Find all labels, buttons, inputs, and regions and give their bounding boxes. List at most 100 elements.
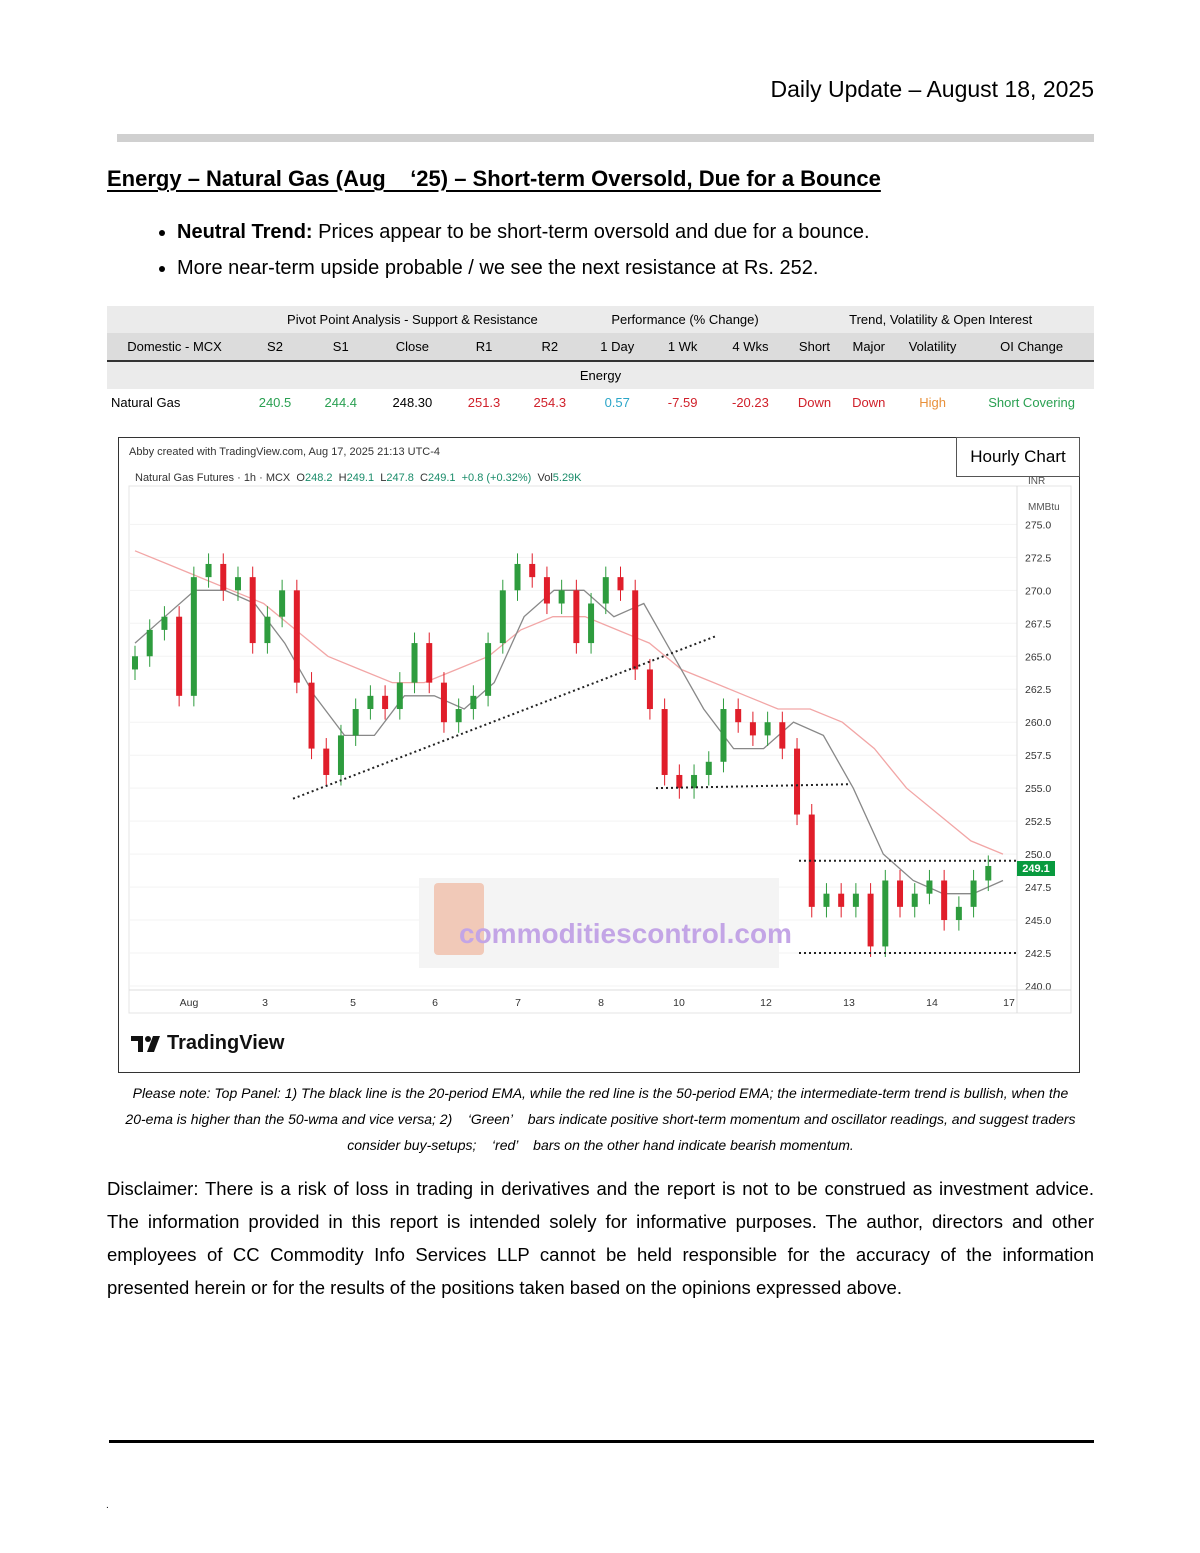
candle-body bbox=[234, 577, 241, 591]
chart-frame: Abby created with TradingView.com, Aug 1… bbox=[118, 437, 1080, 1073]
candle-body bbox=[941, 880, 948, 921]
candle-body bbox=[161, 616, 168, 630]
candle-body bbox=[485, 643, 492, 696]
group-spacer bbox=[107, 306, 243, 333]
report-title: Energy – Natural Gas (Aug ‘25) – Short-t… bbox=[107, 166, 881, 191]
col-header: R1 bbox=[451, 333, 517, 362]
candle-body bbox=[764, 722, 771, 736]
bullet-bold: Neutral Trend: bbox=[177, 221, 313, 243]
x-tick-label: 12 bbox=[760, 997, 772, 1009]
bullet-item: More near-term upside probable / we see … bbox=[177, 256, 1127, 280]
ema50-path bbox=[134, 550, 1004, 855]
support-lines bbox=[292, 635, 1017, 955]
support-line bbox=[655, 783, 852, 790]
candle-body bbox=[808, 814, 815, 907]
y-tick-label: 272.5 bbox=[1025, 552, 1051, 564]
cell-s2: 240.5 bbox=[258, 395, 292, 410]
x-tick-label: 13 bbox=[843, 997, 855, 1009]
cell-r1: 251.3 bbox=[467, 395, 501, 410]
x-tick-label: 10 bbox=[673, 997, 685, 1009]
price-tag-bg bbox=[1017, 861, 1055, 876]
watermark-text: commoditiescontrol.com bbox=[459, 918, 792, 949]
col-header: OI Change bbox=[969, 333, 1094, 362]
section-label: Energy bbox=[107, 361, 1094, 389]
commodity-name: Natural Gas bbox=[111, 395, 181, 410]
candle-body bbox=[646, 669, 653, 710]
legend-change: +0.8 (+0.32%) bbox=[461, 472, 532, 484]
unit-label-mmbtu: MMBtu bbox=[1028, 502, 1060, 513]
bottom-divider bbox=[109, 1440, 1094, 1443]
cell-short: Down bbox=[797, 395, 832, 410]
top-divider bbox=[117, 134, 1094, 142]
candle-body bbox=[455, 709, 462, 723]
col-header: Major bbox=[841, 333, 896, 362]
legend-o-value: 248.2 bbox=[304, 472, 333, 484]
watermark-emblem bbox=[434, 883, 484, 955]
col-header: 1 Day bbox=[582, 333, 652, 362]
legend-o-label: O bbox=[296, 472, 305, 484]
col-header: Volatility bbox=[895, 333, 970, 362]
candle-body bbox=[146, 629, 153, 657]
candle-body bbox=[602, 577, 609, 604]
col-header: 1 Wk bbox=[651, 333, 714, 362]
x-tick-label: 7 bbox=[515, 997, 521, 1009]
x-tick-label: 3 bbox=[262, 997, 268, 1009]
ema50-line bbox=[134, 550, 1004, 855]
tradingview-logo-text: TradingView bbox=[167, 1032, 285, 1054]
candle-body bbox=[543, 577, 550, 604]
x-tick-label: 6 bbox=[432, 997, 438, 1009]
candle-body bbox=[852, 893, 859, 907]
legend-l-label: L bbox=[380, 472, 387, 484]
candle-body bbox=[249, 577, 256, 644]
candles bbox=[132, 553, 992, 957]
candle-body bbox=[632, 590, 639, 670]
group-performance: Performance (% Change) bbox=[582, 306, 788, 333]
candle-body bbox=[279, 590, 286, 617]
legend-h-label: H bbox=[338, 472, 347, 484]
candle-body bbox=[926, 880, 933, 894]
chart-type-label: Hourly Chart bbox=[956, 437, 1080, 477]
legend-l-value: 247.8 bbox=[386, 472, 414, 484]
y-tick-label: 260.0 bbox=[1025, 717, 1051, 729]
candle-body bbox=[337, 735, 344, 775]
ema20-line bbox=[134, 589, 1004, 895]
candle-body bbox=[573, 590, 580, 644]
candle-body bbox=[955, 906, 962, 921]
x-tick-label: 8 bbox=[598, 997, 604, 1009]
candle-body bbox=[176, 616, 183, 696]
candle-body bbox=[661, 709, 668, 775]
pivot-table: Pivot Point Analysis - Support & Resista… bbox=[107, 306, 1094, 416]
candle-body bbox=[352, 709, 359, 736]
y-tick-label: 252.5 bbox=[1025, 816, 1051, 828]
candle-body bbox=[220, 563, 227, 591]
candle-body bbox=[794, 748, 801, 815]
col-header: S2 bbox=[242, 333, 308, 362]
candle-body bbox=[396, 682, 403, 710]
group-trend: Trend, Volatility & Open Interest bbox=[787, 306, 1094, 333]
candle-body bbox=[691, 774, 698, 789]
tradingview-mark-icon bbox=[131, 1035, 160, 1052]
y-tick-label: 250.0 bbox=[1025, 849, 1051, 861]
x-tick-label: 14 bbox=[926, 997, 938, 1009]
x-tick-label: 5 bbox=[350, 997, 356, 1009]
trendline bbox=[292, 635, 716, 800]
y-tick-label: 242.5 bbox=[1025, 948, 1051, 960]
cell-4wks: -20.23 bbox=[731, 395, 769, 410]
col-header: 4 Wks bbox=[713, 333, 788, 362]
cell-s1: 244.4 bbox=[324, 395, 358, 410]
cell-volatility: High bbox=[919, 395, 946, 410]
cell-1day: 0.57 bbox=[604, 395, 630, 410]
candle-body bbox=[911, 893, 918, 907]
tradingview-logo: TradingView bbox=[131, 1032, 284, 1055]
candle-body bbox=[470, 695, 477, 710]
candle-body bbox=[720, 709, 727, 762]
candle-body bbox=[749, 722, 756, 736]
x-tick-label: 17 bbox=[1003, 997, 1015, 1009]
watermark-logo: commoditiescontrol.com bbox=[419, 878, 792, 968]
candle-body bbox=[735, 709, 742, 723]
x-tick-label: Aug bbox=[180, 997, 199, 1009]
chart-note: Please note: Top Panel: 1) The black lin… bbox=[125, 1085, 1076, 1153]
candle-body bbox=[323, 748, 330, 775]
disclaimer: Disclaimer: There is a risk of loss in t… bbox=[107, 1178, 1094, 1298]
y-tick-label: 255.0 bbox=[1025, 783, 1051, 795]
